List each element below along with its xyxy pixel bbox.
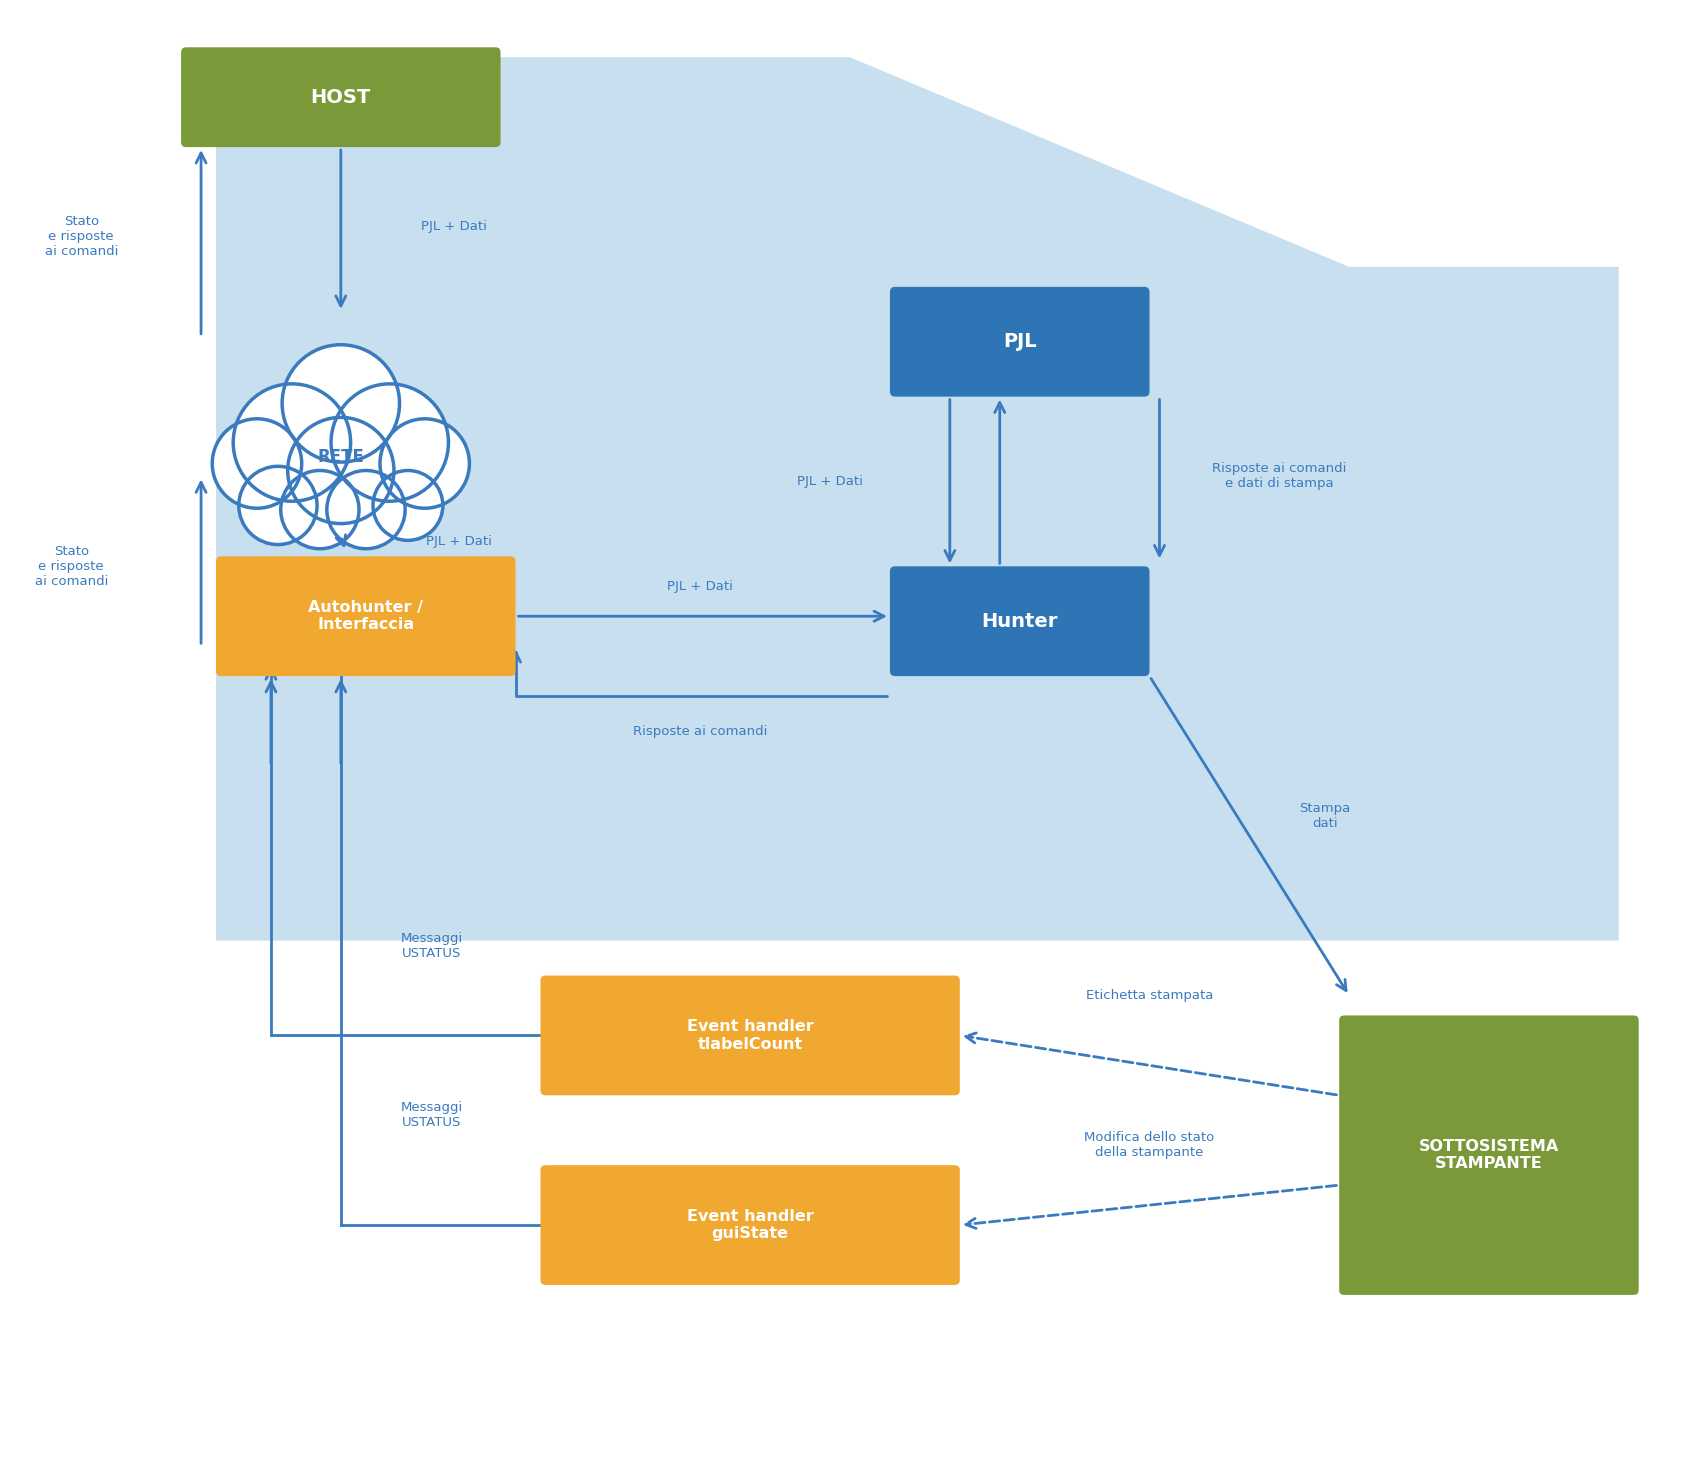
Circle shape <box>331 384 448 501</box>
Text: Messaggi
USTATUS: Messaggi USTATUS <box>400 1101 463 1129</box>
FancyBboxPatch shape <box>540 975 959 1095</box>
Text: Stampa
dati: Stampa dati <box>1299 802 1350 830</box>
Text: RETE: RETE <box>318 447 365 466</box>
Text: Autohunter /
Interfaccia: Autohunter / Interfaccia <box>307 600 422 632</box>
Circle shape <box>373 471 443 541</box>
Text: PJL + Dati: PJL + Dati <box>421 220 486 233</box>
Text: Risposte ai comandi
e dati di stampa: Risposte ai comandi e dati di stampa <box>1211 462 1346 491</box>
Text: Hunter: Hunter <box>981 611 1057 630</box>
Text: Stato
e risposte
ai comandi: Stato e risposte ai comandi <box>44 216 118 258</box>
Text: SOTTOSISTEMA
STAMPANTE: SOTTOSISTEMA STAMPANTE <box>1419 1139 1559 1171</box>
Polygon shape <box>216 57 1618 941</box>
Text: PJL + Dati: PJL + Dati <box>426 535 491 548</box>
FancyBboxPatch shape <box>540 1165 959 1286</box>
Text: PJL: PJL <box>1002 333 1035 352</box>
FancyBboxPatch shape <box>181 47 500 147</box>
Text: Stato
e risposte
ai comandi: Stato e risposte ai comandi <box>34 545 108 588</box>
Circle shape <box>238 466 318 544</box>
Circle shape <box>233 384 350 501</box>
FancyBboxPatch shape <box>890 287 1149 397</box>
Text: Event handler
tlabelCount: Event handler tlabelCount <box>686 1019 812 1051</box>
Text: Event handler
guiState: Event handler guiState <box>686 1209 812 1242</box>
FancyBboxPatch shape <box>890 566 1149 676</box>
Text: Messaggi
USTATUS: Messaggi USTATUS <box>400 931 463 960</box>
Circle shape <box>380 419 470 509</box>
FancyBboxPatch shape <box>1338 1016 1638 1294</box>
Text: Risposte ai comandi: Risposte ai comandi <box>633 724 767 737</box>
Text: HOST: HOST <box>311 88 372 107</box>
Text: Modifica dello stato
della stampante: Modifica dello stato della stampante <box>1084 1132 1214 1160</box>
Text: PJL + Dati: PJL + Dati <box>667 579 733 592</box>
Circle shape <box>213 419 302 509</box>
Circle shape <box>287 418 394 523</box>
Circle shape <box>280 471 358 548</box>
Text: PJL + Dati: PJL + Dati <box>797 475 863 488</box>
Circle shape <box>282 345 399 462</box>
FancyBboxPatch shape <box>216 556 515 676</box>
Text: Etichetta stampata: Etichetta stampata <box>1084 990 1213 1001</box>
Circle shape <box>326 471 405 548</box>
